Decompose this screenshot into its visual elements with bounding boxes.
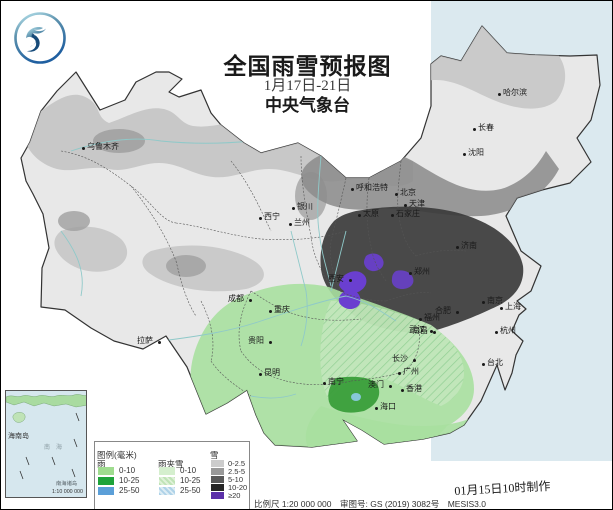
svg-text:1:10 000 000: 1:10 000 000 [52, 489, 83, 495]
svg-text:海南岛: 海南岛 [8, 431, 29, 440]
svg-text:南海诸岛: 南海诸岛 [56, 479, 77, 487]
svg-text:南 海: 南 海 [44, 443, 62, 451]
